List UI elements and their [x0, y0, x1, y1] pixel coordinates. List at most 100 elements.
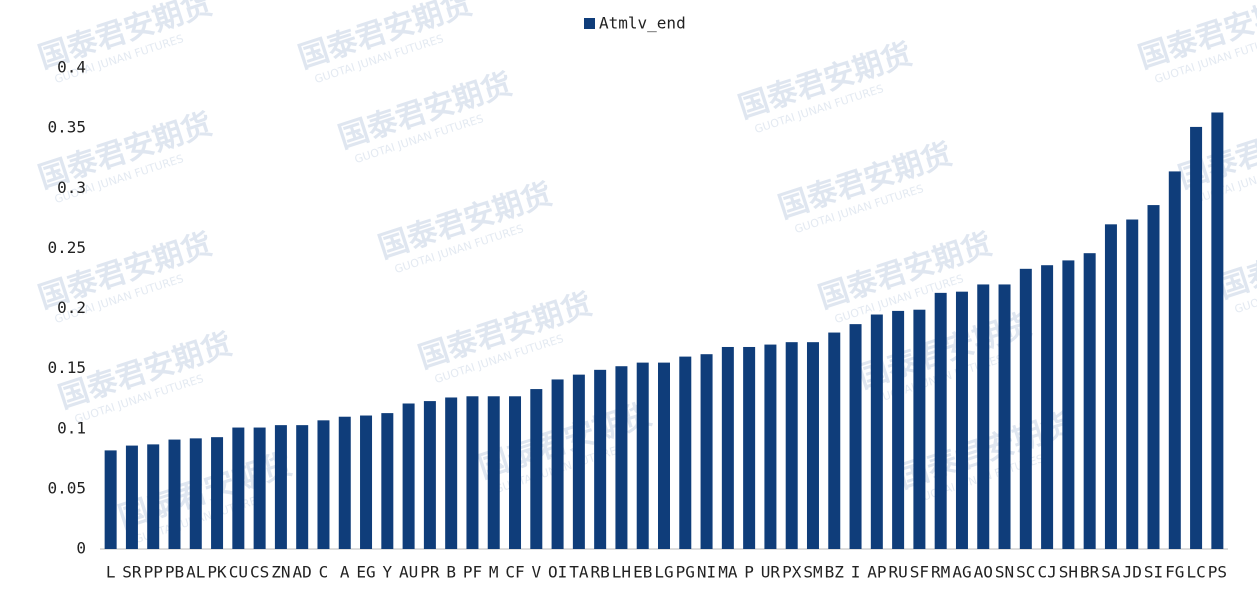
x-tick-label: AL [186, 563, 205, 582]
x-tick-label: NI [697, 563, 716, 582]
bar [934, 292, 947, 549]
x-tick-label: PR [420, 563, 440, 582]
x-tick-label: FG [1165, 563, 1184, 582]
x-tick-label: RU [888, 563, 907, 582]
bar [594, 369, 607, 549]
x-tick-label: SF [910, 563, 929, 582]
x-tick-label: JD [1123, 563, 1142, 582]
bar [445, 397, 458, 549]
x-tick-label: M [489, 563, 499, 582]
x-tick-label: CU [229, 563, 248, 582]
x-tick-label: AU [399, 563, 418, 582]
bar [636, 362, 649, 549]
bar [870, 314, 883, 549]
x-tick-label: LC [1186, 563, 1205, 582]
bar [913, 309, 926, 549]
x-tick-label: TA [569, 563, 589, 582]
x-tick-label: PB [165, 563, 184, 582]
y-tick-label: 0.15 [47, 358, 86, 377]
bar [721, 346, 734, 549]
legend-label: Atmlv_end [599, 14, 686, 33]
bar [1041, 265, 1054, 549]
bar [572, 374, 585, 549]
x-tick-label: SA [1101, 563, 1121, 582]
x-tick-label: PS [1208, 563, 1227, 582]
bar [423, 401, 436, 549]
bar [1019, 268, 1032, 549]
bar [658, 362, 670, 549]
x-tick-label: B [446, 563, 456, 582]
bar [125, 445, 138, 549]
x-tick-label: SH [1059, 563, 1078, 582]
x-tick-label: SC [1016, 563, 1035, 582]
bar [849, 324, 862, 549]
x-tick-label: BZ [825, 563, 845, 582]
bar [1147, 205, 1160, 549]
bar [1062, 260, 1075, 549]
bar [892, 310, 905, 549]
y-tick-label: 0.2 [57, 298, 86, 317]
bar [1126, 219, 1139, 549]
bar [402, 403, 415, 549]
x-tick-label: PK [207, 563, 227, 582]
bar [1104, 224, 1117, 549]
bar [381, 413, 394, 549]
bar [977, 284, 990, 549]
bar [615, 366, 628, 549]
x-tick-label: CS [250, 563, 269, 582]
bar [211, 437, 224, 549]
x-tick-label: V [531, 563, 541, 582]
x-tick-label: CF [505, 563, 524, 582]
bar [955, 291, 968, 549]
x-tick-label: A [340, 563, 350, 582]
x-tick-label: BR [1080, 563, 1100, 582]
x-tick-label: OI [548, 563, 567, 582]
y-tick-label: 0.4 [57, 58, 86, 77]
bar [828, 332, 841, 549]
bar [232, 427, 245, 549]
bar [296, 425, 309, 549]
x-tick-label: PF [463, 563, 482, 582]
x-tick-label: SI [1144, 563, 1163, 582]
bar [998, 284, 1011, 549]
bar [509, 396, 522, 549]
y-tick-label: 0.25 [47, 238, 86, 257]
legend-swatch [584, 18, 595, 29]
y-tick-label: 0.1 [57, 418, 86, 437]
y-tick-label: 0.35 [47, 118, 86, 137]
watermark: 国泰君安期货 [294, 0, 476, 76]
bar [338, 416, 351, 549]
bar [700, 354, 713, 549]
x-tick-label: LG [654, 563, 673, 582]
x-tick-label: LH [612, 563, 631, 582]
bar [253, 427, 266, 549]
x-tick-label: PG [676, 563, 695, 582]
bar [189, 438, 202, 549]
bar [785, 342, 798, 549]
bar [743, 346, 756, 549]
bar [147, 444, 160, 549]
bar [764, 344, 777, 549]
x-tick-label: CJ [1037, 563, 1056, 582]
x-tick-label: I [851, 563, 861, 582]
x-tick-label: PX [782, 563, 802, 582]
bar [168, 439, 181, 549]
x-tick-label: L [106, 563, 116, 582]
bar [1168, 171, 1181, 550]
bar [466, 396, 479, 549]
bar [551, 379, 564, 549]
bar [1211, 112, 1224, 550]
x-tick-label: SM [803, 563, 822, 582]
x-tick-label: P [744, 563, 754, 582]
x-tick-label: MA [718, 563, 738, 582]
x-tick-label: EG [356, 563, 375, 582]
x-tick-label: EB [633, 563, 652, 582]
bar [806, 342, 819, 549]
bar [317, 420, 330, 549]
bar [530, 389, 543, 549]
bar [274, 425, 287, 549]
x-tick-label: ZN [271, 563, 290, 582]
x-tick-label: Y [383, 563, 393, 582]
x-tick-label: UR [761, 563, 781, 582]
